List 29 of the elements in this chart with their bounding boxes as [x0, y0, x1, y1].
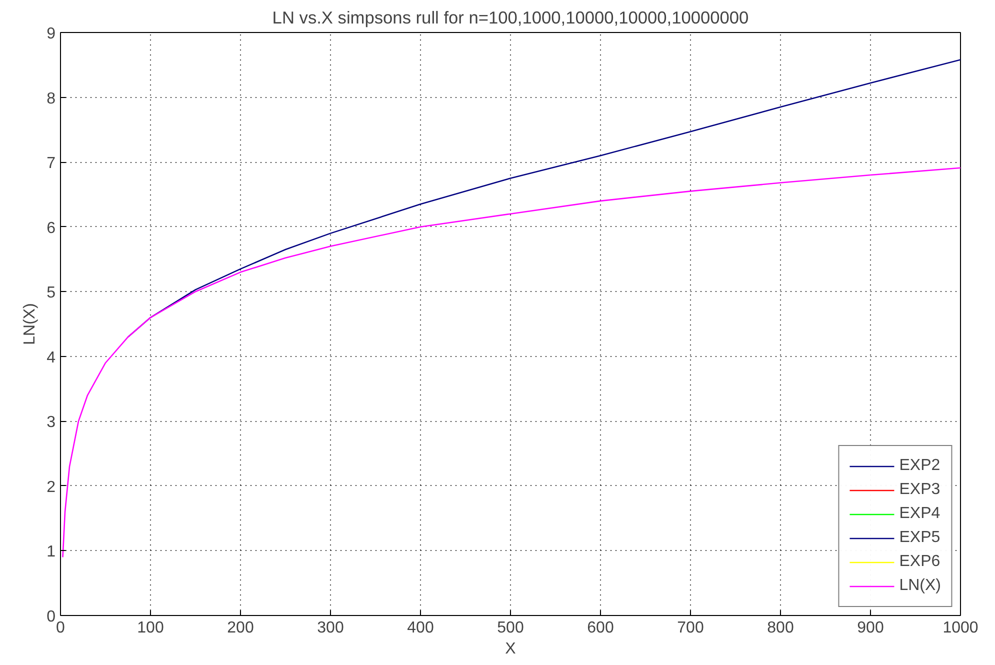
x-tick-label: 100 [137, 620, 164, 636]
y-tick-label: 6 [46, 220, 56, 237]
legend-label: EXP5 [899, 529, 940, 547]
x-tick-label: 400 [407, 620, 434, 636]
y-tick-label: 1 [46, 544, 56, 561]
chart-title: LN vs.X simpsons rull for n=100,1000,10000,10000,10000000 [272, 8, 749, 28]
y-tick-label: 5 [46, 284, 56, 302]
legend-label: EXP2 [899, 457, 940, 475]
y-tick-label: 3 [46, 414, 56, 432]
x-tick-label: 500 [497, 620, 524, 636]
x-tick-label: 600 [587, 620, 614, 636]
y-tick-label: 4 [46, 349, 56, 366]
legend-label: EXP3 [899, 481, 940, 499]
legend-label: EXP4 [899, 505, 940, 523]
y-tick-label: 2 [46, 478, 56, 496]
x-axis-title: X [505, 640, 516, 658]
x-tick-label: 300 [317, 620, 344, 636]
x-tick-label: 800 [767, 620, 794, 636]
y-tick-label: 9 [46, 26, 56, 42]
y-axis-title: LN(X) [22, 303, 39, 345]
legend-label: EXP6 [899, 553, 940, 571]
y-tick-label: 0 [46, 608, 56, 626]
y-tick-label: 8 [46, 90, 56, 108]
x-tick-label: 200 [227, 620, 254, 636]
x-tick-label: 900 [857, 620, 884, 636]
x-tick-label: 1000 [942, 620, 978, 636]
x-tick-label: 700 [677, 620, 704, 636]
y-tick-label: 7 [46, 155, 56, 172]
legend-label: LN(X) [899, 577, 941, 595]
